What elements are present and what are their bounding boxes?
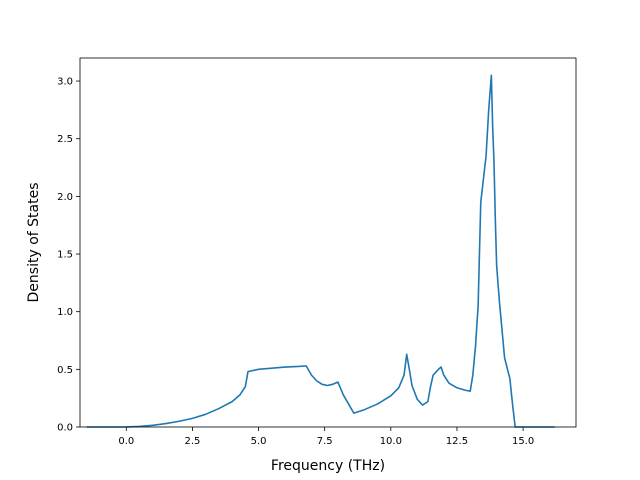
dos-series-line [86, 74, 555, 428]
y-tick-label: 2.0 [57, 192, 73, 203]
y-tick-label: 3.0 [57, 77, 73, 88]
y-tick-label: 1.0 [57, 307, 73, 318]
x-tick-label: 12.5 [446, 436, 468, 447]
x-axis-ticks: 0.0 2.5 5.0 7.5 10.0 12.5 15.0 [118, 427, 534, 447]
y-tick-label: 1.5 [57, 250, 73, 261]
y-tick-label: 2.5 [57, 134, 73, 145]
y-axis-label: Density of States [26, 183, 42, 303]
y-tick-label: 0.0 [57, 423, 73, 434]
y-axis-ticks: 0.0 0.5 1.0 1.5 2.0 2.5 3.0 [57, 77, 80, 434]
x-tick-label: 7.5 [317, 436, 333, 447]
x-tick-label: 10.0 [380, 436, 402, 447]
plot-background [80, 58, 576, 427]
x-tick-label: 15.0 [512, 436, 534, 447]
x-tick-label: 0.0 [118, 436, 134, 447]
plot-frame [79, 57, 577, 428]
y-tick-label: 0.5 [57, 365, 73, 376]
x-tick-label: 2.5 [184, 436, 200, 447]
x-axis-label: Frequency (THz) [271, 458, 385, 474]
x-tick-label: 5.0 [251, 436, 267, 447]
